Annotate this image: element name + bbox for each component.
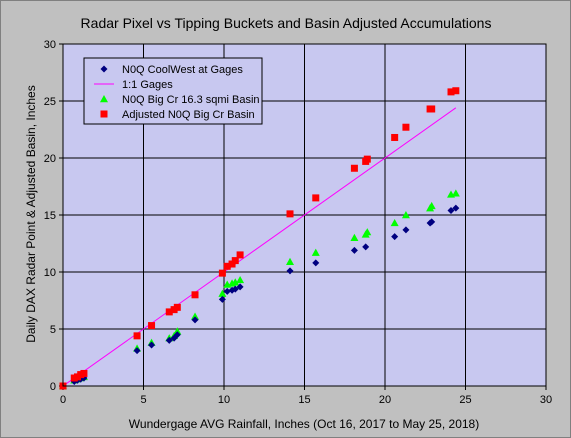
chart-title: Radar Pixel vs Tipping Buckets and Basin… [81, 15, 492, 31]
data-point-diamond [223, 287, 231, 295]
x-tick-label: 25 [459, 394, 471, 406]
x-tick-label: 15 [298, 394, 310, 406]
x-axis-label: Wundergage AVG Rainfall, Inches (Oct 16,… [129, 417, 479, 431]
axis-ticks: 0 5 10 15 20 25 30 0 5 10 15 20 25 30 [44, 39, 552, 406]
data-point-diamond [231, 285, 239, 293]
data-point-square [231, 257, 239, 265]
y-axis-label: Daily DAX Radar Point & Adjusted Basin, … [24, 85, 38, 342]
data-point-diamond [447, 206, 455, 214]
legend-marker-diamond [100, 65, 108, 73]
series-line [62, 107, 457, 387]
data-point-triangle [236, 275, 245, 284]
data-point-diamond [362, 243, 370, 251]
data-point-square [236, 251, 244, 259]
data-point-square [312, 194, 320, 202]
series-layer [59, 87, 460, 390]
data-point-triangle [218, 289, 227, 297]
data-point-triangle [191, 312, 200, 320]
y-tick-label: 30 [44, 39, 56, 51]
plot-border [62, 43, 547, 387]
one-to-one-line [62, 107, 457, 387]
x-tick-label: 5 [140, 394, 146, 406]
data-point-diamond [452, 204, 460, 212]
data-point-square [218, 269, 226, 277]
y-tick-label: 25 [44, 96, 56, 108]
y-tick-label: 20 [44, 153, 56, 165]
x-tick-label: 0 [60, 394, 66, 406]
data-point-square [173, 303, 181, 311]
data-point-square [428, 105, 436, 113]
x-tick-label: 20 [379, 394, 391, 406]
legend-box [83, 57, 263, 125]
data-point-triangle [401, 211, 410, 219]
data-point-square [80, 369, 88, 377]
data-point-diamond [191, 316, 199, 324]
data-point-diamond [312, 259, 320, 267]
data-point-square [148, 322, 156, 330]
data-point-triangle [286, 257, 295, 265]
y-tick-label: 5 [50, 324, 56, 336]
y-tick-label: 0 [50, 381, 56, 393]
data-point-triangle [231, 278, 240, 286]
y-tick-label: 10 [44, 267, 56, 279]
data-point-triangle [350, 233, 359, 241]
data-point-square [447, 88, 455, 96]
data-point-diamond [133, 347, 141, 355]
x-tick-label: 30 [540, 394, 552, 406]
legend-label: N0Q Big Cr 16.3 sqmi Basin [122, 94, 260, 106]
data-point-triangle [173, 327, 182, 335]
data-point-square [391, 133, 399, 141]
data-point-square [363, 155, 371, 163]
data-point-square [223, 262, 231, 270]
data-point-square [165, 308, 173, 316]
x-tick-label: 10 [218, 394, 230, 406]
legend-label: N0Q CoolWest at Gages [122, 64, 243, 76]
legend-marker-square [100, 110, 108, 118]
data-point-diamond [218, 295, 226, 303]
data-point-triangle [451, 189, 460, 197]
legend-marker-triangle [100, 95, 108, 103]
data-point-square [133, 332, 141, 340]
data-point-triangle [363, 228, 372, 236]
legend-label: 1:1 Gages [122, 79, 173, 91]
data-point-diamond [165, 336, 173, 344]
data-point-triangle [427, 201, 436, 210]
data-point-diamond [173, 331, 181, 339]
data-point-diamond [428, 218, 436, 226]
data-point-square [286, 210, 294, 218]
data-point-square [452, 87, 460, 95]
legend: N0Q CoolWest at Gages 1:1 Gages N0Q Big Cr… [83, 57, 263, 125]
data-point-diamond [148, 341, 156, 349]
legend-label: Adjusted N0Q Big Cr Basin [122, 109, 255, 121]
data-point-square [402, 123, 410, 131]
data-point-square [191, 291, 199, 299]
y-tick-label: 15 [44, 210, 56, 222]
data-point-diamond [236, 283, 244, 291]
data-point-diamond [286, 267, 294, 275]
series-square [59, 87, 460, 390]
data-point-square [350, 164, 358, 172]
data-point-diamond [391, 233, 399, 241]
data-point-triangle [390, 218, 399, 227]
data-point-diamond [350, 246, 358, 254]
data-point-diamond [402, 226, 410, 234]
data-point-triangle [311, 248, 320, 256]
